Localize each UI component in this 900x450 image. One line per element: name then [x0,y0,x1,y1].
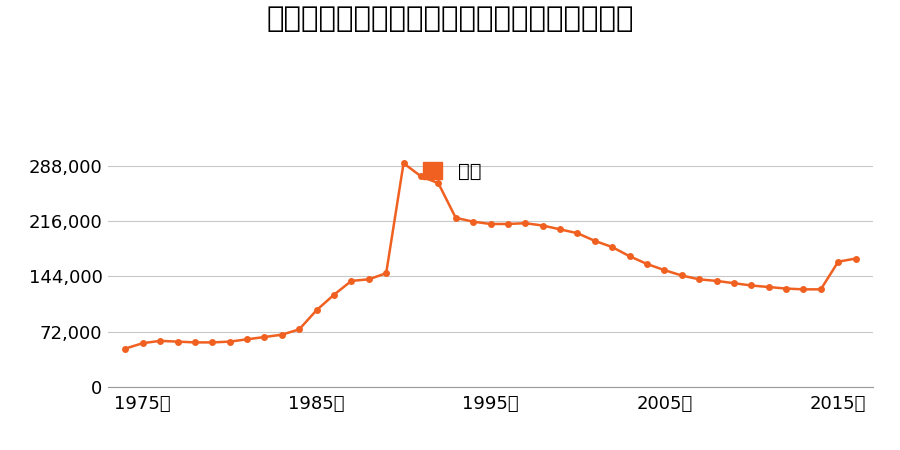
Text: 神奈川県厚木市緑ケ丘１丁目７７番の地価推移: 神奈川県厚木市緑ケ丘１丁目７７番の地価推移 [266,4,634,32]
Legend: 価格: 価格 [415,154,490,189]
